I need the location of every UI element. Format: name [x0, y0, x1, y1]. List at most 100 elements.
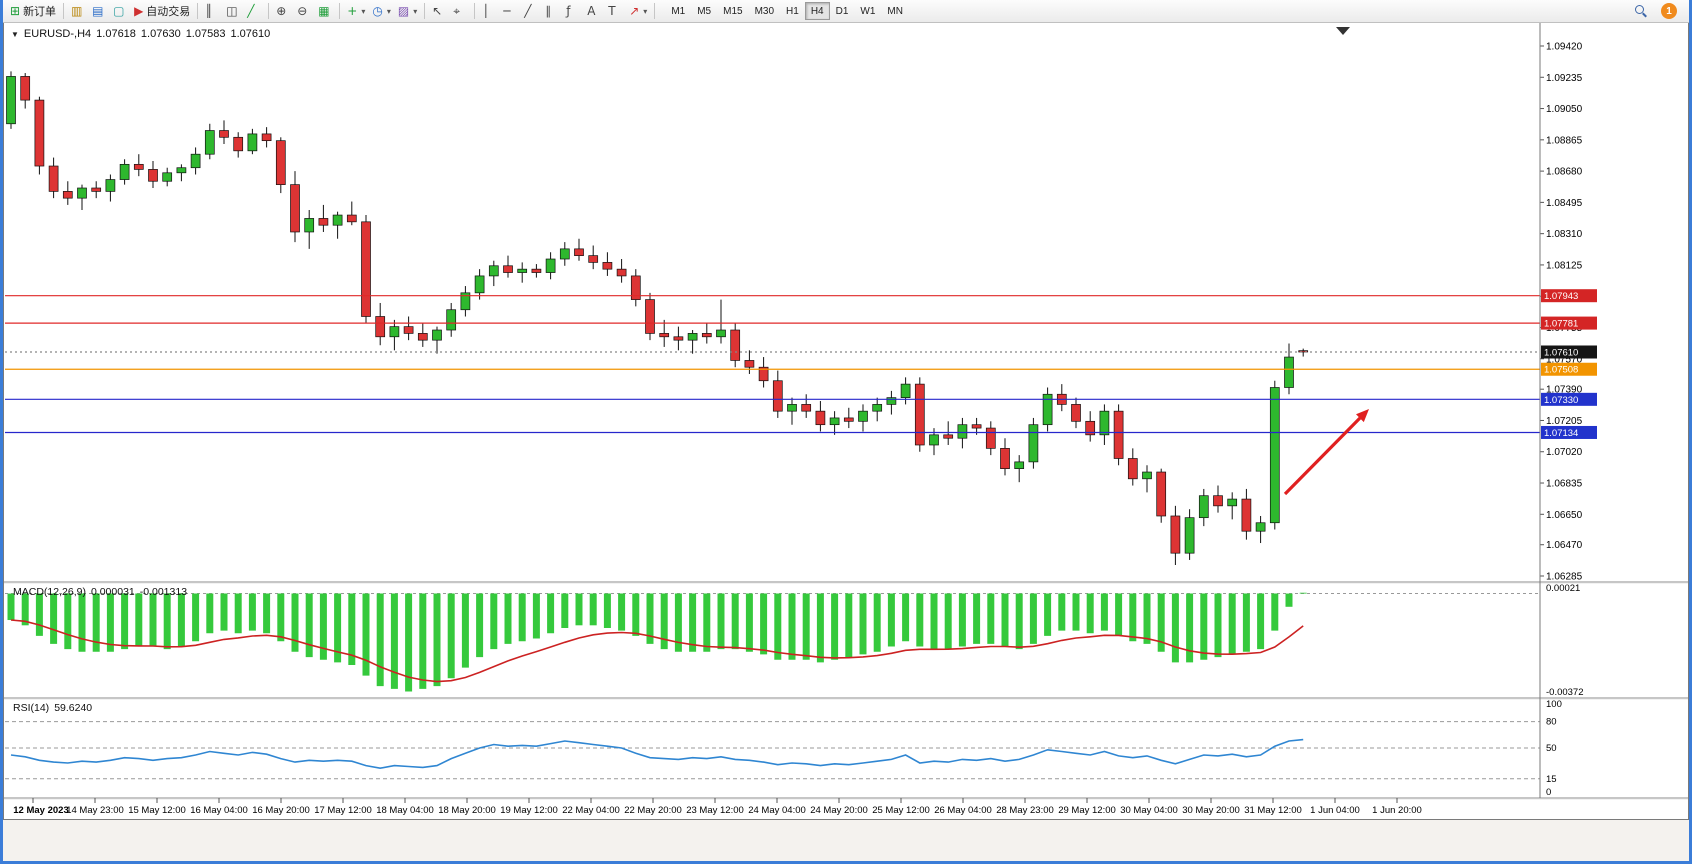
svg-text:1.06470: 1.06470 [1546, 540, 1583, 551]
window-bottom-frame [3, 820, 1689, 861]
market-watch-button[interactable]: ▤ [89, 1, 109, 21]
cursor-button[interactable]: ↖ [429, 1, 449, 21]
svg-text:16 May 04:00: 16 May 04:00 [190, 805, 248, 816]
timeframe-button-m1[interactable]: M1 [665, 2, 691, 20]
svg-text:22 May 04:00: 22 May 04:00 [562, 805, 620, 816]
profiles-button[interactable]: ▥ [68, 1, 88, 21]
toolbar-separator [63, 3, 65, 19]
chart-open-value: 1.07618 [96, 28, 136, 40]
vertical-line-button[interactable]: │ [479, 1, 499, 21]
svg-text:1.09050: 1.09050 [1546, 104, 1583, 115]
bar-chart-button[interactable]: ║ [202, 1, 222, 21]
label-button[interactable]: T [605, 1, 625, 21]
templates-button[interactable]: ▨ ▾ [395, 1, 420, 21]
svg-text:1.07330: 1.07330 [1544, 395, 1578, 406]
chevron-down-icon: ▾ [361, 6, 366, 16]
vertical-line-icon: │ [482, 4, 490, 18]
toolbar-separator [424, 3, 426, 19]
timeframe-button-w1[interactable]: W1 [854, 2, 881, 20]
notification-badge[interactable]: 1 [1661, 3, 1677, 19]
line-chart-icon: ╱ [247, 4, 255, 18]
timeframe-button-mn[interactable]: MN [881, 2, 909, 20]
auto-trading-label: 自动交易 [146, 6, 191, 18]
tile-windows-button[interactable]: ▦ [315, 1, 335, 21]
fibonacci-button[interactable]: ƒ [563, 1, 583, 21]
svg-text:23 May 12:00: 23 May 12:00 [686, 805, 744, 816]
chart-window[interactable]: 1.09420 1.09235 1.09050 1.08865 1.08680 1.084… [3, 22, 1689, 820]
zoom-in-button[interactable]: ⊕ [273, 1, 293, 21]
notification-count: 1 [1666, 5, 1672, 17]
timeframe-toolbar: M1 M5 M15 M30 H1 H4 D1 W1 MN [665, 2, 909, 20]
text-icon: A [587, 4, 596, 18]
cursor-icon: ↖ [432, 4, 443, 18]
chevron-down-icon: ▾ [643, 6, 648, 16]
crosshair-button[interactable]: ⌖ [450, 1, 470, 21]
fibonacci-icon: ƒ [566, 4, 571, 18]
navigator-icon: ▢ [113, 4, 125, 18]
price-chart[interactable]: 1.09420 1.09235 1.09050 1.08865 1.08680 1.084… [3, 22, 1689, 820]
indicators-button[interactable]: + ▾ [344, 1, 368, 21]
svg-text:0: 0 [1546, 787, 1551, 798]
svg-text:1.07610: 1.07610 [1544, 347, 1578, 358]
svg-text:30 May 04:00: 30 May 04:00 [1120, 805, 1178, 816]
market-watch-icon: ▤ [92, 4, 104, 18]
timeframe-button-m15[interactable]: M15 [717, 2, 748, 20]
charts-profile-icon: ▥ [71, 4, 83, 18]
svg-text:28 May 23:00: 28 May 23:00 [996, 805, 1054, 816]
timeframe-button-m30[interactable]: M30 [749, 2, 780, 20]
svg-text:-0.00372: -0.00372 [1546, 687, 1584, 698]
svg-text:50: 50 [1546, 743, 1557, 754]
svg-text:15: 15 [1546, 774, 1557, 785]
chart-low-value: 1.07583 [185, 28, 226, 40]
rsi-value: 59.6240 [54, 702, 93, 714]
macd-indicator-label: MACD(12,26,9) 0.000031 -0.001313 [13, 586, 187, 598]
chart-symbol-period: EURUSD-,H4 [23, 28, 92, 40]
indicators-icon: + [347, 4, 358, 18]
channel-button[interactable]: ∥ [542, 1, 562, 21]
svg-text:1.08865: 1.08865 [1546, 135, 1583, 146]
chevron-down-icon: ▾ [386, 6, 391, 16]
horizontal-line-button[interactable]: ─ [500, 1, 520, 21]
text-button[interactable]: A [584, 1, 604, 21]
svg-text:22 May 20:00: 22 May 20:00 [624, 805, 682, 816]
arrows-button[interactable]: ↗ ▾ [626, 1, 650, 21]
toolbar-separator [268, 3, 270, 19]
macd-signal-value: -0.001313 [139, 586, 188, 598]
svg-text:17 May 12:00: 17 May 12:00 [314, 805, 372, 816]
timeframe-button-h4[interactable]: H4 [804, 2, 830, 20]
new-order-button[interactable]: ⊞ 新订单 [7, 1, 59, 21]
svg-text:1.08680: 1.08680 [1546, 167, 1583, 178]
bar-chart-icon: ║ [205, 4, 213, 18]
svg-text:29 May 12:00: 29 May 12:00 [1058, 805, 1116, 816]
candlestick-button[interactable]: ◫ [223, 1, 243, 21]
periods-button[interactable]: ◷ ▾ [369, 1, 394, 21]
svg-text:24 May 20:00: 24 May 20:00 [810, 805, 868, 816]
crosshair-icon: ⌖ [453, 4, 460, 18]
svg-text:1.09420: 1.09420 [1546, 42, 1583, 53]
svg-text:0.00021: 0.00021 [1546, 583, 1580, 594]
svg-text:1.07020: 1.07020 [1546, 447, 1583, 458]
toolbar-separator [474, 3, 476, 19]
svg-text:1.07134: 1.07134 [1544, 428, 1578, 439]
svg-text:100: 100 [1546, 699, 1562, 710]
navigator-button[interactable]: ▢ [110, 1, 130, 21]
timeframe-button-h1[interactable]: H1 [780, 2, 805, 20]
chart-collapse-icon[interactable]: ▼ [11, 29, 19, 39]
svg-text:1 Jun 20:00: 1 Jun 20:00 [1372, 805, 1422, 816]
timeframe-button-d1[interactable]: D1 [830, 2, 855, 20]
zoom-out-button[interactable]: ⊖ [294, 1, 314, 21]
main-toolbar: ⊞ 新订单 ▥ ▤ ▢ ▶ 自动交易 ║ ◫ ╱ ⊕ ⊖ [3, 0, 1689, 23]
line-chart-button[interactable]: ╱ [244, 1, 264, 21]
svg-text:1.08495: 1.08495 [1546, 198, 1583, 209]
timeframe-button-m5[interactable]: M5 [691, 2, 717, 20]
auto-trading-button[interactable]: ▶ 自动交易 [131, 1, 193, 21]
arrow-objects-icon: ↗ [629, 4, 640, 18]
toolbar-right-group: 1 [1632, 1, 1685, 21]
trendline-button[interactable]: ╱ [521, 1, 541, 21]
search-button[interactable] [1632, 1, 1652, 21]
svg-text:1.07205: 1.07205 [1546, 416, 1583, 427]
label-icon: T [608, 4, 616, 18]
svg-text:1 Jun 04:00: 1 Jun 04:00 [1310, 805, 1360, 816]
zoom-in-icon: ⊕ [276, 4, 287, 18]
